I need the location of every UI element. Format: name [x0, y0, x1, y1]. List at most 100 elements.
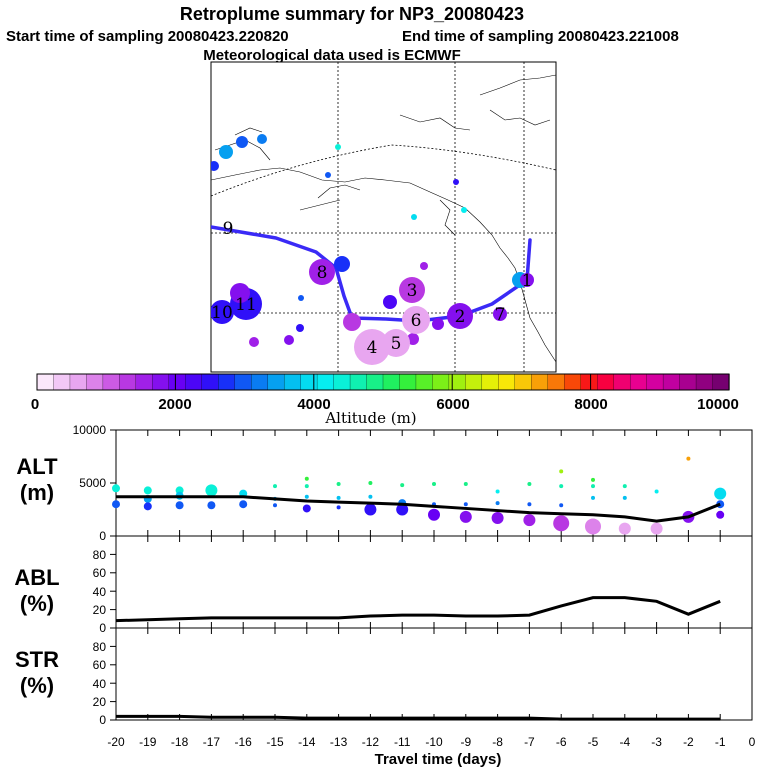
- map-cluster-circle: [399, 277, 425, 303]
- colorbar-tick-2000: 2000: [158, 396, 191, 413]
- colorbar-cell: [580, 373, 598, 391]
- map-cluster-circle: [411, 214, 417, 220]
- alt-cluster-point: [143, 502, 152, 511]
- alt-cluster-point: [336, 482, 341, 487]
- map-cluster-circle: [211, 300, 234, 324]
- abl-ytick-20: 20: [93, 603, 107, 617]
- alt-cluster-point: [143, 486, 152, 495]
- alt-cluster-point: [428, 508, 440, 521]
- colorbar-cell: [300, 373, 318, 391]
- x-tick-label: -9: [460, 735, 471, 749]
- x-tick-label: -13: [330, 735, 348, 749]
- str-line: [116, 714, 721, 721]
- colorbar-cell: [679, 373, 697, 391]
- colorbar-cell: [547, 373, 565, 391]
- abl-ytick-80: 80: [93, 548, 107, 562]
- colorbar-cell: [448, 373, 467, 391]
- colorbar-tick-10000: 10000: [697, 396, 739, 413]
- colorbar-cell: [152, 373, 170, 391]
- map-cluster-circle: [284, 335, 294, 345]
- map-cluster-circle: [219, 145, 233, 159]
- colorbar-tick-6000: 6000: [436, 396, 469, 413]
- trajectory-path: [211, 225, 532, 323]
- x-tick-label: -15: [266, 735, 284, 749]
- x-tick-label: -6: [556, 735, 567, 749]
- x-tick-label: -2: [683, 735, 694, 749]
- abl-ytick-40: 40: [93, 585, 107, 599]
- colorbar-cell: [712, 373, 730, 391]
- colorbar-cell: [465, 373, 483, 391]
- x-tick-label: -12: [362, 735, 380, 749]
- str-unit: (%): [20, 673, 54, 698]
- colorbar-cell: [629, 373, 648, 391]
- colorbar-cell: [662, 373, 681, 391]
- map-trajectory-label: 3: [407, 281, 418, 301]
- abl-label: ABL: [14, 565, 59, 590]
- abl-unit: (%): [20, 591, 54, 616]
- colorbar-cell: [168, 373, 186, 391]
- colorbar-cell: [613, 373, 631, 391]
- colorbar-tick-0: 0: [31, 396, 39, 413]
- start-time-label: Start time of sampling 20080423.220820: [6, 28, 289, 45]
- alt-cluster-point: [273, 503, 277, 508]
- colorbar-cell: [481, 373, 499, 391]
- map-cluster-circle: [461, 207, 467, 213]
- alt-cluster-point: [527, 502, 532, 507]
- map-cluster-circle: [382, 329, 410, 357]
- str-panel-frame: [115, 627, 753, 721]
- map-frame: [210, 61, 557, 373]
- str-ytick-80: 80: [93, 640, 107, 654]
- alt-cluster-point: [495, 489, 500, 494]
- alt-cluster-point: [463, 482, 468, 487]
- map-cluster-circle: [257, 134, 267, 144]
- colorbar-cell: [119, 373, 137, 391]
- alt-cluster-point: [559, 484, 564, 489]
- map-cluster-circle: [420, 262, 428, 270]
- alt-cluster-point: [622, 484, 627, 489]
- x-tick-label: -10: [425, 735, 443, 749]
- map-cluster-circle: [335, 144, 341, 150]
- x-tick-label: -20: [107, 735, 125, 749]
- alt-cluster-point: [553, 515, 570, 532]
- alt-cluster-point: [527, 482, 532, 487]
- map-trajectory-label: 7: [495, 305, 506, 325]
- alt-cluster-point: [112, 500, 120, 509]
- alt-cluster-point: [273, 484, 277, 489]
- colorbar-cell: [646, 373, 664, 391]
- map-trajectory-label: 9: [223, 219, 234, 239]
- abl-ytick-60: 60: [93, 566, 107, 580]
- colorbar-cell: [695, 373, 714, 391]
- map-cluster-circle: [432, 318, 444, 330]
- altitude-colorbar: 0 2000 4000 6000 8000 10000 Altitude (m): [31, 373, 739, 427]
- alt-cluster-point: [495, 501, 500, 506]
- alt-cluster-point: [432, 482, 436, 487]
- colorbar-cell: [531, 373, 549, 391]
- colorbar-frame: [36, 373, 730, 391]
- colorbar-cell: [432, 373, 450, 391]
- x-tick-label: -1: [715, 735, 726, 749]
- x-tick-label: -7: [524, 735, 535, 749]
- colorbar-cell: [185, 373, 203, 391]
- alt-cluster-point: [207, 501, 216, 510]
- alt-cluster-point: [396, 503, 409, 516]
- alt-cluster-point: [112, 484, 120, 493]
- alt-cluster-point: [591, 477, 595, 482]
- colorbar-cell: [333, 373, 351, 391]
- alt-mean-line: [116, 495, 721, 523]
- colorbar-cell: [201, 373, 219, 391]
- map-cluster-circle: [211, 161, 219, 171]
- alt-cluster-point: [302, 504, 311, 513]
- colorbar-cell: [69, 373, 88, 391]
- map-trajectory-label: 4: [367, 338, 378, 358]
- map-cluster-circle: [298, 295, 304, 301]
- map-cluster-circle: [249, 337, 259, 347]
- map-cluster-circle: [354, 329, 390, 365]
- colorbar-tick-8000: 8000: [574, 396, 607, 413]
- colorbar-cell: [564, 373, 582, 391]
- map-trajectory-label: 10: [211, 303, 233, 323]
- alt-cluster-point: [650, 522, 663, 535]
- x-tick-label: -17: [203, 735, 221, 749]
- x-tick-label: -11: [394, 735, 411, 749]
- alt-cluster-point: [585, 518, 601, 535]
